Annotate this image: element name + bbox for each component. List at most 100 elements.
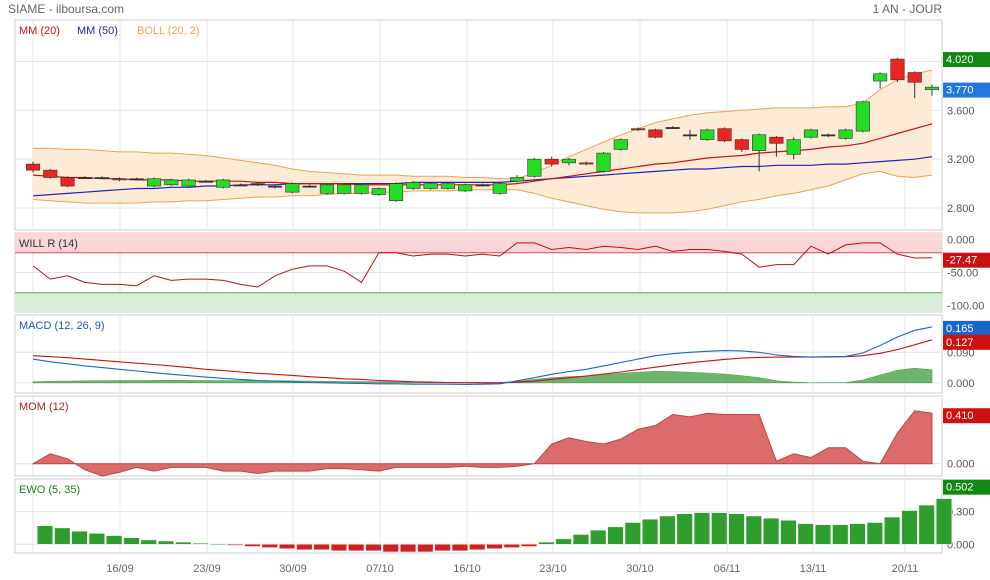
candle-body (510, 177, 525, 182)
macd-signal-last-badge-text: 0.127 (946, 337, 974, 349)
ewo-bar (330, 544, 347, 552)
willr-last-badge-text: -27.47 (946, 255, 977, 267)
candle-body (60, 177, 75, 187)
price-last-badge-text: 3.770 (946, 85, 974, 97)
candle-body (873, 73, 888, 82)
candle-body (267, 185, 283, 188)
macd-y-tick-label: 0.000 (947, 378, 975, 390)
ewo-last-badge-text: 0.502 (946, 482, 974, 494)
price-high-badge-text: 4.020 (946, 54, 974, 66)
willr-last-badge (943, 252, 990, 268)
legend-boll: BOLL (20, 2) (137, 25, 200, 37)
legend-mm50: MM (50) (77, 25, 118, 37)
candle-body (907, 72, 922, 83)
period-label[interactable]: 1 AN - JOUR (872, 2, 942, 16)
candle-body (337, 184, 352, 194)
mom-last-badge-text: 0.410 (946, 410, 974, 422)
x-tick-label: 23/10 (539, 563, 567, 575)
candle-body (233, 184, 248, 187)
ewo-last-badge (943, 479, 990, 495)
x-tick-label: 30/09 (279, 563, 307, 575)
momentum-area (32, 410, 933, 477)
x-tick-label: 16/10 (453, 563, 481, 575)
ewo-bar (106, 535, 123, 545)
candle-body (579, 162, 594, 165)
candle-body (423, 183, 438, 189)
macd-line (32, 326, 933, 386)
candle-body (631, 128, 646, 131)
ewo-bar (486, 544, 503, 549)
candle-body (924, 86, 940, 90)
candle-body (890, 58, 905, 81)
ewo-bar (88, 533, 105, 545)
ewo-bar (382, 544, 399, 553)
candle-body (389, 183, 404, 201)
ewo-bar (607, 526, 624, 545)
ewo-bar (901, 510, 918, 545)
ewo-bar (849, 523, 866, 545)
mom-last-badge (943, 408, 990, 424)
ewo-y-tick-label: 0.000 (947, 539, 975, 551)
candle-body (250, 183, 265, 186)
bollinger-lower-line (32, 170, 933, 214)
ewo-bar (659, 515, 676, 545)
ewo-bar (123, 537, 140, 545)
ewo-bar (451, 544, 468, 552)
ewo-bar (936, 498, 952, 545)
ewo-bar (763, 517, 780, 545)
candle-body (458, 184, 473, 192)
ewo-bar (434, 544, 451, 552)
ewo-bar (192, 543, 209, 545)
price-y-tick-label: 2.800 (947, 203, 975, 215)
willr-y-tick-label: 0.000 (947, 235, 975, 247)
pane-macd-frame (14, 314, 943, 394)
candle-body (613, 139, 628, 150)
mom-y-tick-label: 0.000 (947, 459, 975, 471)
ewo-bar (365, 544, 382, 552)
ewo-bar (348, 544, 365, 552)
candle-body (146, 178, 162, 187)
candle-body (648, 129, 663, 138)
candle-body (43, 169, 58, 178)
ewo-bar (590, 529, 607, 545)
ewo-bar (780, 520, 797, 545)
candle-body (855, 101, 870, 132)
ewo-bar (624, 522, 641, 545)
ewo-bar (54, 527, 71, 545)
ewo-bar (572, 534, 589, 545)
candle-body (285, 183, 300, 193)
candle-body (129, 178, 144, 181)
ewo-bar (884, 516, 901, 545)
ewo-title: EWO (5, 35) (19, 484, 80, 496)
candle-body (371, 188, 386, 195)
macd-signal-last-badge (943, 334, 990, 350)
ewo-bar (503, 544, 520, 548)
candle-body (77, 177, 92, 180)
ewo-bar (296, 544, 313, 550)
ewo-bar (227, 544, 244, 546)
candle-body (700, 129, 715, 140)
ewo-bar (832, 524, 849, 545)
x-tick-label: 23/09 (193, 563, 221, 575)
candle-body (717, 128, 732, 142)
ewo-bar (417, 544, 434, 553)
price-y-tick-label: 3.200 (947, 154, 975, 166)
willr-line (32, 242, 933, 288)
ewo-bar (642, 519, 659, 545)
mm50-line (32, 156, 933, 197)
candle-body (786, 139, 801, 155)
x-tick-label: 13/11 (800, 563, 827, 575)
candle-body (216, 179, 231, 188)
chart-source-title: SIAME - ilboursa.com (8, 2, 125, 16)
ewo-y-tick-label: 0.300 (947, 507, 975, 519)
candle-body (112, 178, 127, 181)
ewo-bar (866, 522, 883, 545)
macd-signal-line (32, 339, 933, 384)
ewo-bar (521, 544, 538, 547)
price-high-badge (943, 52, 990, 68)
candle-body (406, 182, 421, 189)
candle-body (319, 184, 334, 194)
macd-title: MACD (12, 26, 9) (19, 320, 105, 332)
ewo-bar (676, 513, 693, 545)
